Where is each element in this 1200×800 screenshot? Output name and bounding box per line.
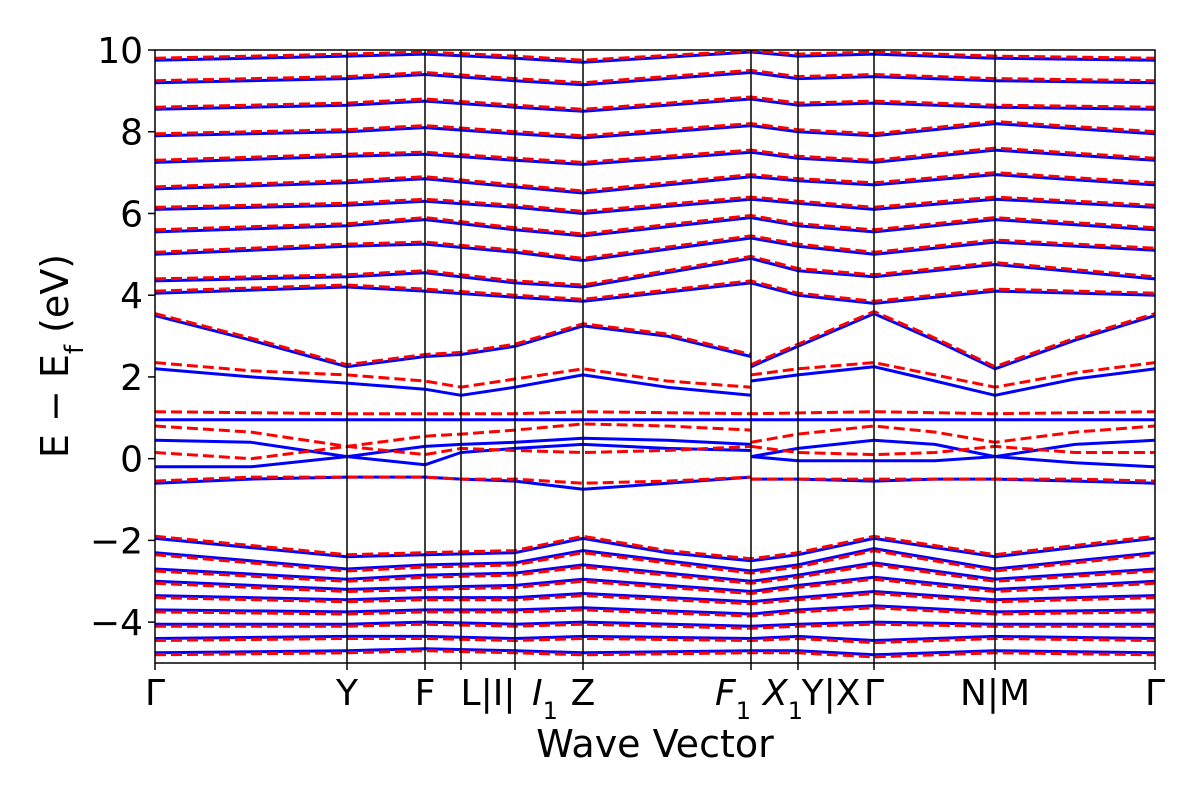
- dashed-band-line: [155, 622, 1155, 630]
- solid-band-line: [155, 50, 1155, 64]
- solid-band-line: [155, 442, 752, 469]
- dashed-band-line: [750, 361, 1155, 389]
- solid-band-line: [155, 575, 1155, 593]
- x-tick-label: L|I|: [461, 673, 516, 714]
- x-tick-label: Γ: [1145, 673, 1165, 714]
- y-tick-label: 0: [120, 440, 143, 481]
- solid-band-line: [155, 97, 1155, 113]
- y-tick-label: 4: [120, 276, 143, 317]
- dashed-band-line: [155, 68, 1155, 85]
- band-lines: [155, 50, 1155, 659]
- dashed-band-line: [155, 146, 1155, 164]
- x-tick-label: Γ: [145, 673, 165, 714]
- x-tick-label: Z: [571, 673, 596, 714]
- dashed-band-line: [155, 254, 1155, 287]
- solid-band-line: [155, 197, 1155, 215]
- solid-band-line: [750, 438, 1155, 459]
- dashed-band-line: [155, 577, 1155, 595]
- y-tick-label: 10: [97, 31, 143, 72]
- dashed-band-line: [750, 424, 1155, 444]
- x-tick-label: N|M: [960, 673, 1030, 714]
- dashed-band-line: [155, 563, 1155, 585]
- dashed-band-line: [155, 549, 1155, 575]
- solid-band-line: [155, 281, 1155, 305]
- dashed-band-line: [155, 649, 1155, 659]
- dashed-band-line: [751, 477, 1155, 483]
- dashed-band-line: [155, 234, 1155, 260]
- kpoint-divider-lines: [346, 50, 996, 663]
- solid-band-line: [750, 455, 1155, 469]
- solid-band-line: [750, 365, 1155, 397]
- dashed-band-line: [155, 637, 1155, 645]
- solid-band-line: [155, 148, 1155, 166]
- x-tick-label: Γ: [864, 673, 884, 714]
- solid-band-line: [155, 256, 1155, 289]
- dashed-band-line: [155, 195, 1155, 213]
- dashed-band-line: [750, 444, 1155, 457]
- x-axis-label: Wave Vector: [536, 722, 774, 766]
- solid-band-line: [155, 561, 1155, 583]
- dashed-band-line: [155, 534, 1155, 561]
- dashed-band-line: [155, 279, 1155, 303]
- solid-band-line: [155, 216, 1155, 238]
- solid-band-line: [155, 590, 1155, 604]
- solid-band-line: [155, 173, 1155, 195]
- plot-frame: [154, 49, 1156, 664]
- y-tick-label: 8: [120, 113, 143, 154]
- solid-band-line: [155, 122, 1155, 140]
- x-tick-label: I1: [532, 673, 558, 725]
- y-tick-label: 2: [120, 358, 143, 399]
- y-tick-label: 6: [120, 194, 143, 235]
- solid-band-line: [155, 604, 1155, 616]
- solid-band-line: [155, 236, 1155, 262]
- solid-band-line: [155, 314, 752, 369]
- solid-band-line: [750, 312, 1155, 371]
- x-tick-label: Y: [335, 673, 359, 714]
- solid-band-line: [155, 620, 1155, 628]
- dashed-band-line: [750, 310, 1155, 369]
- y-tick-label: −4: [90, 603, 143, 644]
- x-tick-label: F1: [715, 673, 751, 725]
- x-tick-label: F: [415, 673, 436, 714]
- dashed-band-line: [155, 95, 1155, 111]
- x-axis-ticks: Γ Y F L|I| I1 Z F1 X1Y|X Γ N|M Γ: [145, 663, 1165, 725]
- solid-band-line: [155, 547, 1155, 573]
- dashed-band-line: [155, 410, 1155, 416]
- y-axis-ticks: −4 −2 0 2 4 6 8 10: [90, 31, 155, 644]
- dashed-band-line: [155, 171, 1155, 193]
- dashed-band-line: [155, 606, 1155, 618]
- dashed-band-line: [155, 214, 1155, 236]
- solid-band-line: [155, 71, 1155, 87]
- y-tick-label: −2: [90, 521, 143, 562]
- dashed-band-line: [155, 592, 1155, 606]
- x-tick-label: X1: [761, 673, 803, 725]
- x-tick-label: Y|X: [801, 673, 861, 714]
- dashed-band-line: [155, 120, 1155, 138]
- dashed-band-line: [155, 50, 1155, 62]
- solid-band-line: [155, 634, 1155, 642]
- solid-band-line: [155, 367, 752, 397]
- solid-band-line: [155, 536, 1155, 563]
- solid-band-line: [155, 647, 1155, 657]
- y-axis-label: E − Ef (eV): [33, 254, 90, 458]
